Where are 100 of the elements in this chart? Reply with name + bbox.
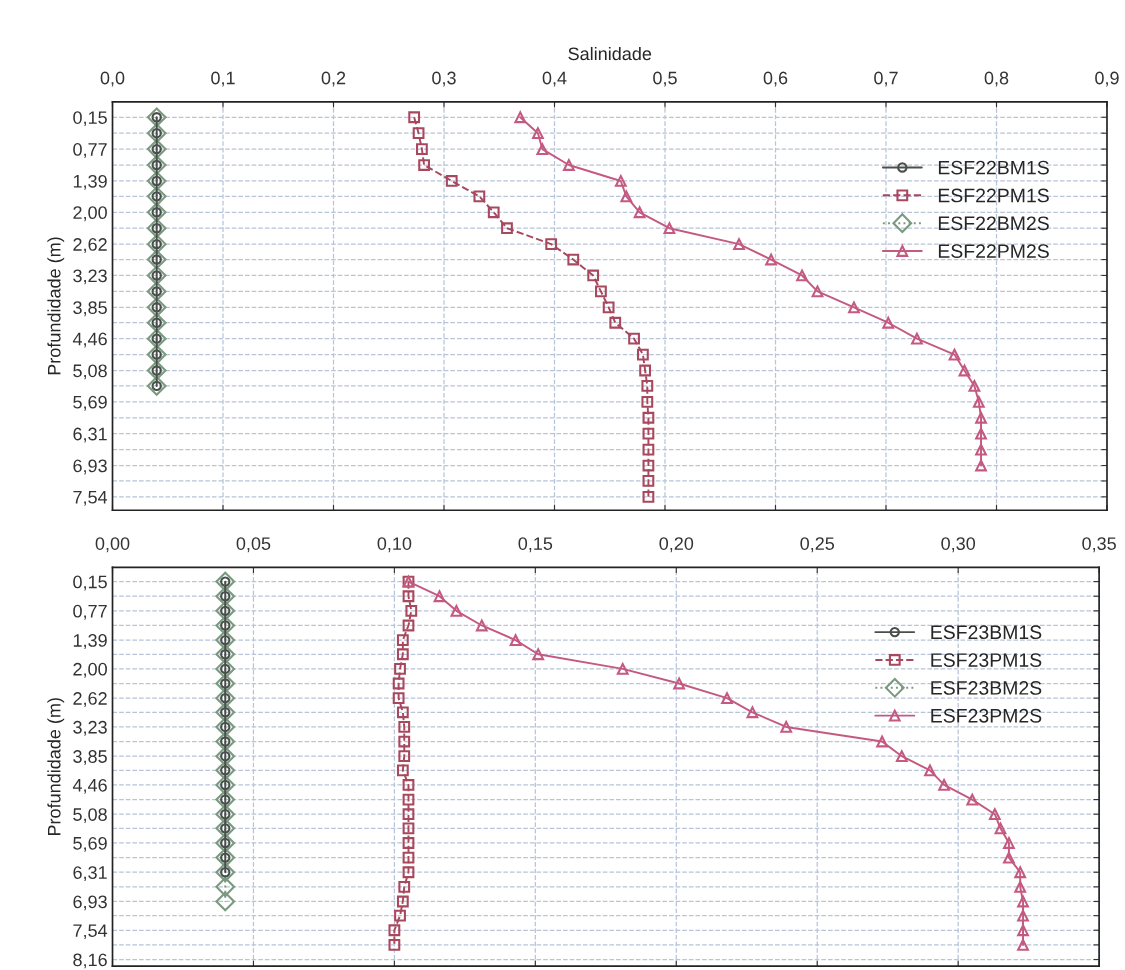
point [445,175,458,187]
legend-label: ESF23PM1S [931,653,1042,667]
point [215,891,236,912]
point [614,175,627,187]
point [388,938,401,951]
y-tick-label: 1,39 [73,174,107,190]
point [146,328,167,349]
x-tick-label: 0,0 [100,71,125,87]
point [396,634,409,647]
point [1003,837,1015,849]
point [215,847,236,868]
point [642,475,655,487]
x-tick-label: 0,10 [377,537,412,553]
point [146,107,167,128]
point [402,590,415,603]
y-tick-label: 5,08 [73,364,107,380]
y-tick-label: 7,54 [73,924,108,940]
y-tick-label: 3,23 [73,720,107,736]
point [215,615,236,636]
point [146,249,167,270]
y-tick-label: 6,93 [73,459,107,475]
point [418,159,431,171]
point [215,833,236,853]
x-tick-label: 0,15 [518,537,553,553]
point [988,808,1001,821]
point [475,619,488,632]
point [642,459,655,472]
point [673,677,686,690]
legend-label: ESF22PM1S [938,188,1049,203]
point [642,427,655,440]
point [975,427,987,440]
point [958,364,971,377]
point [398,735,411,748]
point [620,190,633,203]
point [642,411,655,424]
point [501,222,513,235]
point [975,459,987,472]
y-tick-label: 6,31 [73,866,107,882]
x-tick-label: 0,2 [321,71,346,87]
point [882,316,895,329]
legend-label: ESF23PM2S [931,708,1042,723]
x-tick-label: 0,7 [874,71,898,87]
point [514,111,527,124]
point [146,344,167,365]
legend-label: ESF22PM2S [938,244,1049,259]
point [402,866,415,879]
x-tick-label: 0,3 [432,71,456,87]
y-tick-label: 2,62 [73,692,107,707]
x-tick-label: 0,4 [542,71,567,87]
point [392,677,405,690]
point [966,793,979,806]
point [215,789,236,810]
point [215,731,236,752]
y-tick-label: 3,23 [73,269,107,285]
x-tick-label: 0,05 [236,537,271,553]
point [595,285,607,298]
point [895,750,908,763]
y-tick-label: 5,08 [73,808,107,824]
point [1014,866,1027,879]
point [215,876,236,897]
point [215,571,236,592]
point [780,721,793,733]
point [398,880,411,893]
y-tick-label: 4,46 [72,778,107,794]
y-tick-label: 3,85 [73,750,107,766]
point [215,775,236,795]
point [536,143,549,156]
point [402,851,415,864]
point [146,281,167,302]
point [975,411,987,424]
point [975,443,987,456]
point [146,376,167,396]
y-tick-label: 3,85 [73,301,107,317]
point [587,269,600,282]
point [402,619,415,632]
point [633,206,646,219]
point [215,804,236,825]
point [911,332,923,345]
point [215,688,236,709]
point [1017,909,1029,922]
point [562,159,575,171]
point [733,238,745,251]
y-tick-label: 1,39 [73,634,107,649]
point [405,604,418,617]
point [746,706,759,719]
point [628,332,640,345]
point [642,490,655,503]
point [215,659,236,679]
y-tick-label: 4,46 [72,332,107,348]
x-tick-label: 0,35 [1082,537,1116,553]
point [1014,880,1027,893]
y-tick-label: 2,00 [73,206,107,222]
y-tick-label: 0,15 [73,575,107,591]
point [398,721,411,733]
point [146,312,167,333]
point [396,895,409,908]
point [394,909,406,922]
point [402,779,415,791]
point [402,808,415,821]
point [509,634,522,647]
